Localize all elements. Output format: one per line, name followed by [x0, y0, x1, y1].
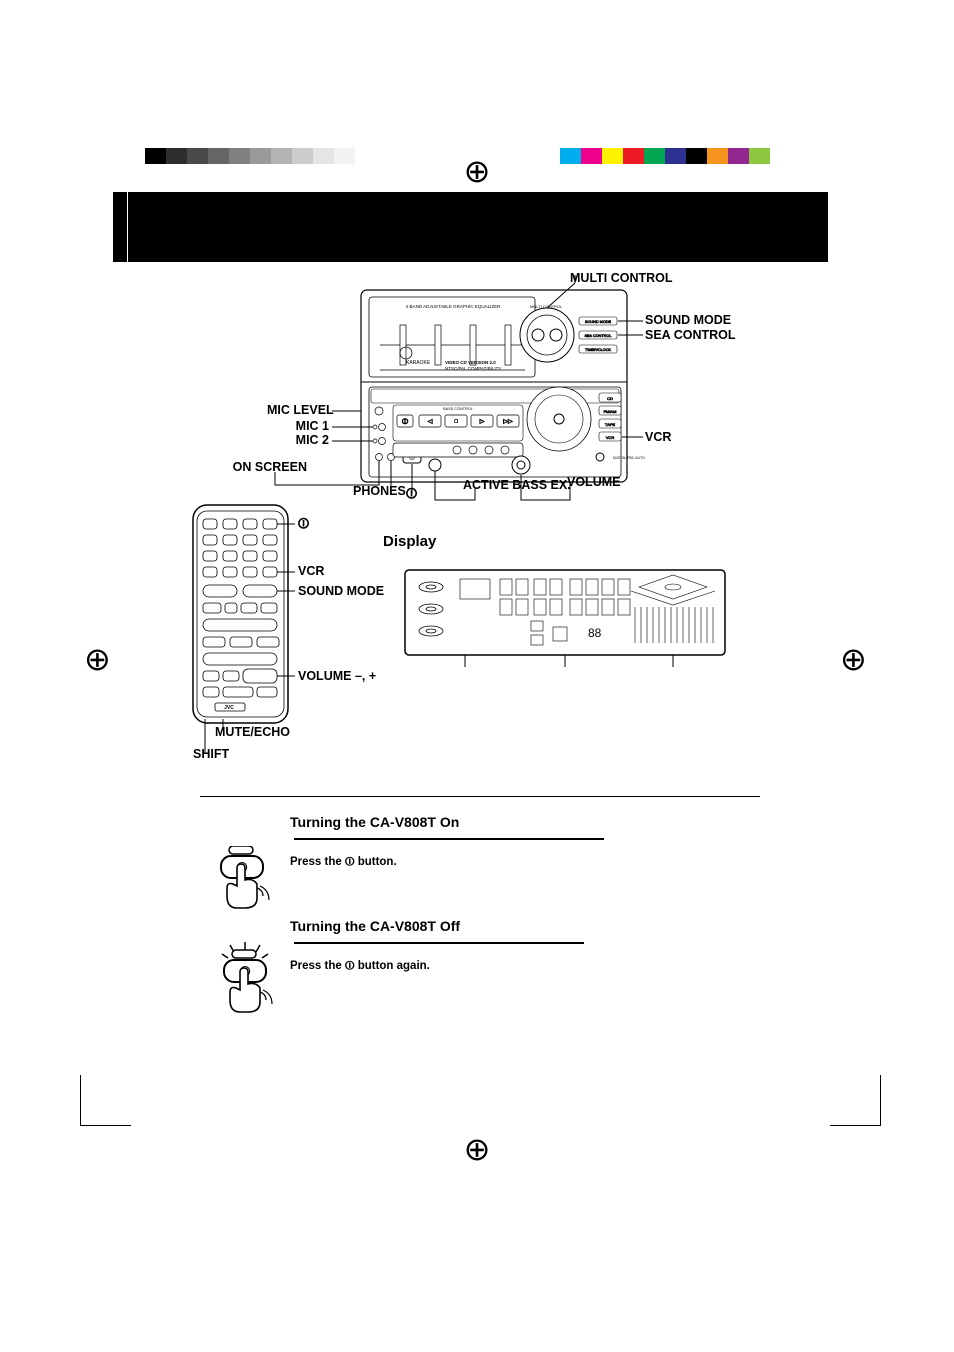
svg-text:NTSC/PAL COMPATIBILITY: NTSC/PAL COMPATIBILITY: [445, 366, 501, 371]
page-sidemark: [113, 192, 127, 262]
lbl-mic2: MIC 2: [293, 433, 329, 447]
registration-mark-bottom: ⊕: [464, 1130, 491, 1168]
lbl-mic1: MIC 1: [293, 419, 329, 433]
svg-text:■: ■: [454, 419, 458, 425]
crop-mark-bl: [80, 1075, 131, 1126]
svg-text:VCR: VCR: [606, 435, 615, 440]
svg-text:SEA CONTROL: SEA CONTROL: [584, 334, 611, 338]
grey-strip: [145, 148, 355, 169]
svg-text:◁: ◁: [428, 419, 433, 425]
glyph-power-unit: ⏼: [406, 485, 417, 502]
svg-text:TAPE: TAPE: [605, 422, 615, 427]
lbl-remote-shift: SHIFT: [193, 747, 229, 761]
registration-mark-top: ⊕: [464, 152, 491, 190]
crop-mark-br: [830, 1075, 881, 1126]
svg-text:JVC: JVC: [224, 705, 234, 711]
lbl-sound-mode: SOUND MODE: [645, 313, 731, 327]
lbl-vcr: VCR: [645, 430, 671, 444]
press-glow-icon: ⏼: [212, 940, 278, 1025]
power-icon: ⏼: [345, 854, 355, 868]
glyph-power-remote: ⏼: [298, 515, 309, 532]
svg-text:▷▷: ▷▷: [503, 419, 513, 425]
svg-text:4-BAND ADJUSTABLE GRAPHIC EQUA: 4-BAND ADJUSTABLE GRAPHIC EQUALIZER: [406, 304, 501, 309]
lbl-phones: PHONES: [353, 484, 406, 498]
turning-on-title: Turning the CA-V808T On: [290, 814, 459, 830]
lbl-multi-control: MULTI CONTROL: [570, 271, 673, 285]
lbl-mic-level: MIC LEVEL: [267, 403, 329, 417]
svg-text:CD: CD: [607, 396, 613, 401]
registration-mark-left: ⊕: [84, 640, 111, 678]
lbl-sea-control: SEA CONTROL: [645, 328, 736, 342]
on-body-pre: Press the: [290, 856, 345, 868]
svg-text:⏼: ⏼: [402, 417, 409, 426]
svg-text:SOUND MODE: SOUND MODE: [585, 320, 612, 324]
svg-text:DIGITAL PBC AUTO: DIGITAL PBC AUTO: [613, 456, 645, 460]
off-body-post: button again.: [358, 960, 430, 972]
svg-text:FM/AM: FM/AM: [604, 409, 617, 414]
color-strip: [560, 148, 770, 169]
lbl-remote-sound-mode: SOUND MODE: [298, 584, 384, 598]
turning-off-title: Turning the CA-V808T Off: [290, 918, 460, 934]
lbl-remote-volume: VOLUME –, +: [298, 669, 376, 683]
lbl-remote-vcr: VCR: [298, 564, 324, 578]
turning-on-block: Turning the CA-V808T On Press the ⏼ butt…: [290, 814, 760, 869]
press-once-icon: ⏼: [215, 846, 275, 923]
svg-text:TIMER/CLOCK: TIMER/CLOCK: [585, 348, 611, 352]
svg-text:KARAOKE: KARAOKE: [406, 360, 431, 366]
off-body-pre: Press the: [290, 960, 345, 972]
turning-off-block: Turning the CA-V808T Off Press the ⏼ but…: [290, 918, 760, 973]
power-icon: ⏼: [345, 958, 355, 972]
title-bar: [128, 192, 828, 262]
svg-text:88: 88: [588, 626, 602, 640]
lbl-display: Display: [383, 533, 436, 550]
lbl-volume: VOLUME: [567, 475, 620, 489]
lbl-on-screen: ON SCREEN: [223, 460, 307, 474]
on-body-post: button.: [358, 856, 397, 868]
section-rule: [200, 796, 760, 797]
lbl-remote-mute: MUTE/ECHO: [215, 725, 290, 739]
svg-text:MULTI CONTROL: MULTI CONTROL: [530, 304, 563, 309]
controls-diagram: 4-BAND ADJUSTABLE GRAPHIC EQUALIZER KARA…: [175, 275, 825, 775]
svg-text:VIDEO CD VERSION 2.0: VIDEO CD VERSION 2.0: [445, 360, 496, 365]
registration-mark-right: ⊕: [840, 640, 867, 678]
lbl-active-bass: ACTIVE BASS EX.: [463, 478, 571, 492]
svg-text:BASS CONTROL: BASS CONTROL: [443, 407, 473, 411]
svg-text:▷: ▷: [480, 419, 485, 425]
